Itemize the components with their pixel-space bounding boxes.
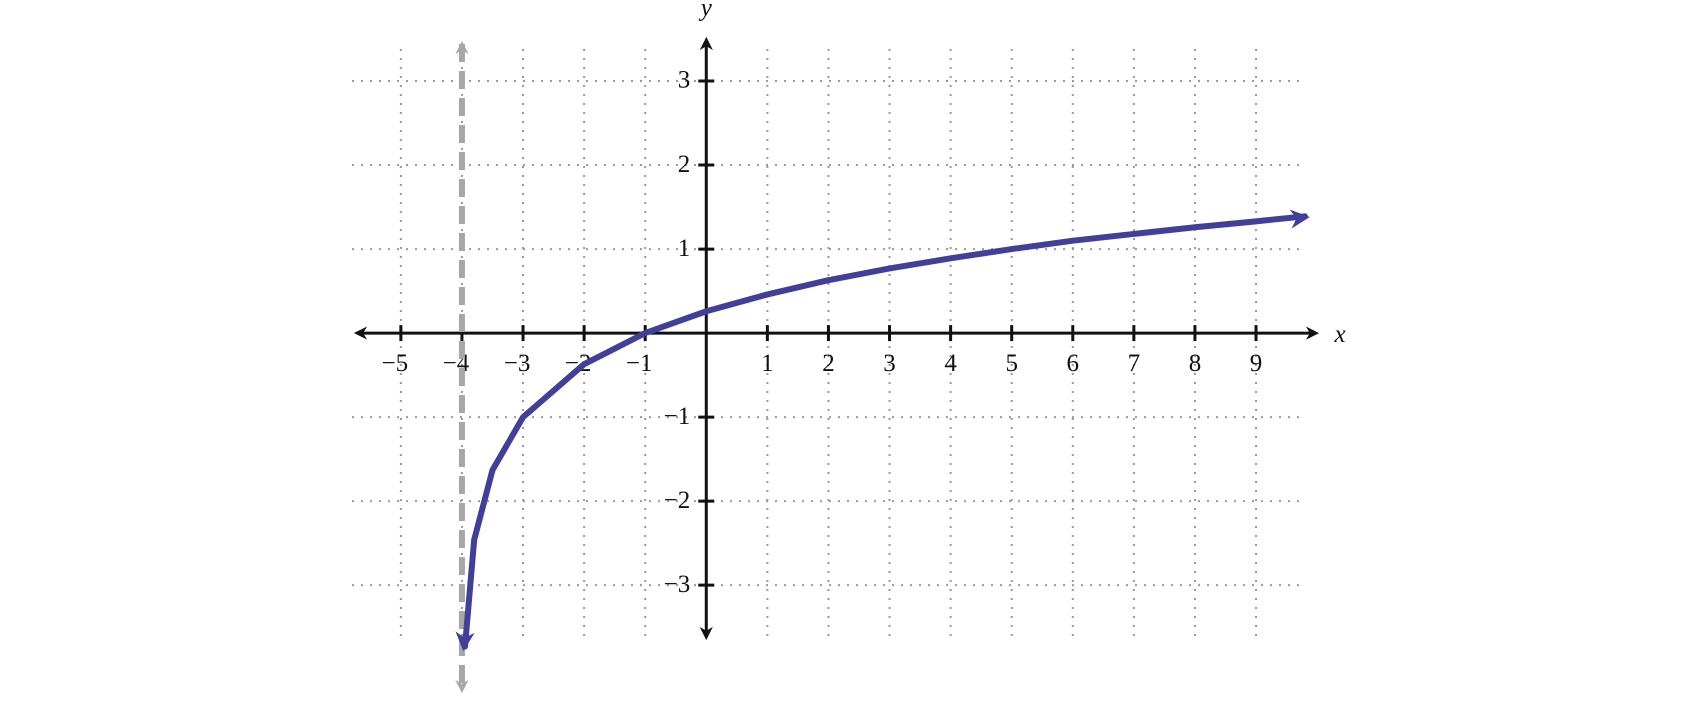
x-tick-label: −4 <box>443 350 470 377</box>
y-tick-label: 3 <box>678 67 691 94</box>
y-tick-label: −1 <box>664 403 691 430</box>
y-axis-label: y <box>698 0 713 22</box>
x-tick-label: 8 <box>1189 350 1202 377</box>
x-tick-label: 6 <box>1067 350 1080 377</box>
curve <box>455 209 1310 652</box>
plot <box>455 40 1310 694</box>
x-tick-label: 2 <box>822 350 835 377</box>
x-tick-label: 5 <box>1005 350 1018 377</box>
y-tick-label: 1 <box>678 235 691 262</box>
y-tick-label: −3 <box>664 571 691 598</box>
x-tick-label: −5 <box>382 350 409 377</box>
x-tick-label: −3 <box>504 350 531 377</box>
x-tick-label: 9 <box>1250 350 1263 377</box>
y-tick-label: −2 <box>664 487 691 514</box>
y-tick-label: 2 <box>678 151 691 178</box>
x-tick-label: −1 <box>626 350 653 377</box>
x-tick-label: 1 <box>761 350 774 377</box>
grid <box>352 49 1304 640</box>
x-tick-label: 4 <box>944 350 957 377</box>
x-axis-label: x <box>1333 321 1345 348</box>
x-tick-label: 7 <box>1128 350 1141 377</box>
x-tick-label: 3 <box>883 350 896 377</box>
